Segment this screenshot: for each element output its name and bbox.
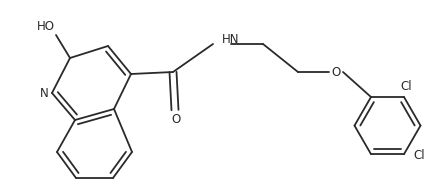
Text: HN: HN	[222, 33, 240, 46]
Text: Cl: Cl	[400, 80, 412, 92]
Text: O: O	[331, 65, 341, 78]
Text: N: N	[40, 87, 48, 100]
Text: O: O	[171, 112, 181, 125]
Text: HO: HO	[37, 19, 55, 33]
Text: Cl: Cl	[413, 149, 425, 162]
